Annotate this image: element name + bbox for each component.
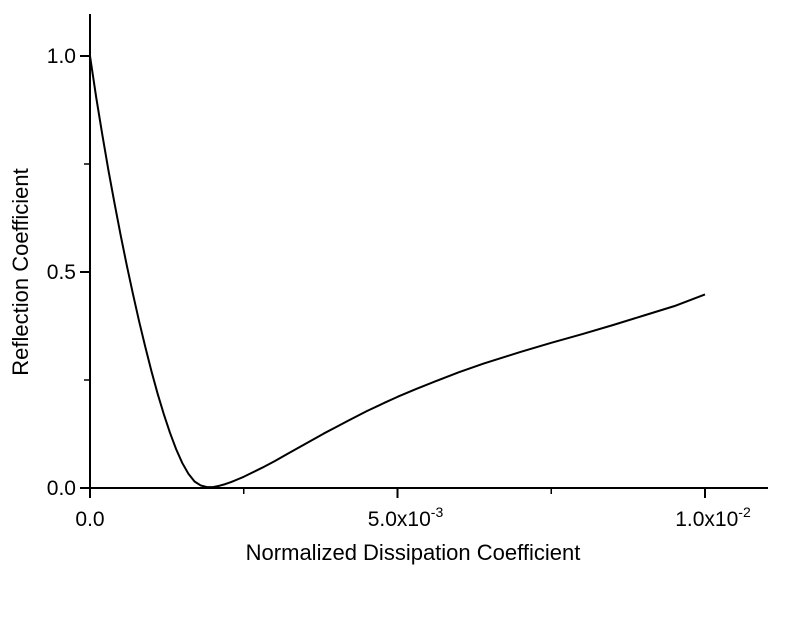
x-tick-label: 0.0 xyxy=(75,508,104,531)
y-tick-label: 0.0 xyxy=(47,477,76,500)
y-tick-label: 0.5 xyxy=(47,261,76,284)
x-tick-label: 1.0x10-2 xyxy=(675,504,751,531)
series-line xyxy=(89,55,706,489)
y-axis-title: Reflection Coefficient xyxy=(8,168,33,376)
axes xyxy=(89,14,768,489)
x-tick-label: 5.0x10-3 xyxy=(368,504,444,531)
y-tick-label: 1.0 xyxy=(47,45,76,68)
series-lines xyxy=(89,55,706,489)
tick-labels: 0.0 5.0x10-3 1.0x10-2 0.0 0.5 1.0 xyxy=(47,45,751,531)
tick-marks xyxy=(80,55,706,498)
x-axis-title: Normalized Dissipation Coefficient xyxy=(246,540,581,565)
